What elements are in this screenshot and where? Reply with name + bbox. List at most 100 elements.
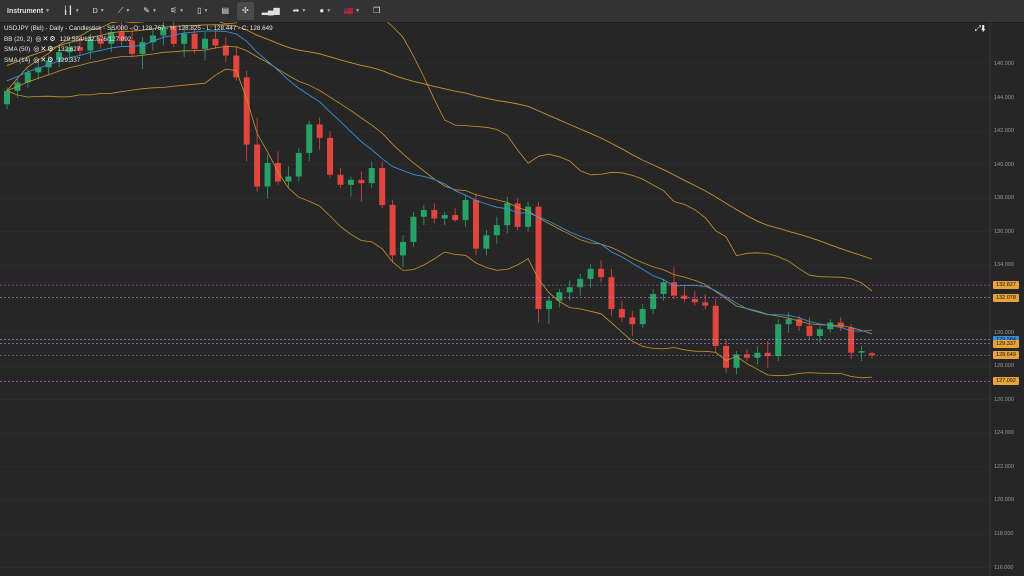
candle (723, 346, 730, 368)
candle (629, 317, 636, 325)
eye-icon[interactable]: ◎ (33, 46, 40, 53)
candle (733, 354, 740, 368)
candle (327, 137, 334, 175)
timeframe-dropdown[interactable]: D ▼ (92, 7, 105, 15)
candle (139, 42, 146, 54)
bar-chart-button[interactable]: ▂▄▆ (257, 2, 285, 20)
candle-type-dropdown[interactable]: ╽┃ ▼ (63, 6, 80, 15)
candle (45, 60, 52, 68)
sma-50-line (6, 24, 873, 260)
share-dropdown[interactable]: ➦ ▼ (292, 6, 307, 15)
bb-upper-line (6, 22, 873, 292)
candle (149, 35, 156, 43)
candle (233, 55, 240, 78)
palette-icon: ● (319, 6, 325, 15)
instrument-dropdown[interactable]: Instrument ▼ (7, 7, 51, 15)
gear-icon[interactable]: ⚙ (47, 56, 54, 64)
candle (181, 33, 188, 44)
candle (389, 204, 396, 256)
close-icon[interactable]: ✕ (40, 46, 47, 53)
gear-icon[interactable]: ⚙ (47, 46, 54, 53)
sma-14-line (6, 30, 873, 332)
candle (816, 329, 823, 336)
y-axis-tick: 130.000 (994, 329, 1014, 336)
candle (483, 235, 490, 249)
candle (358, 179, 365, 184)
candle (410, 216, 417, 242)
candle (598, 268, 605, 278)
candle (222, 45, 229, 56)
indicator-value: 132.627 (57, 46, 81, 53)
y-axis-tick: 140.000 (994, 161, 1014, 168)
eye-icon[interactable]: ◎ (35, 35, 42, 43)
eye-icon[interactable]: ◎ (33, 56, 40, 64)
trash-icon: ▯ (197, 6, 202, 15)
y-axis-tick: 142.000 (994, 128, 1014, 135)
candle (650, 293, 657, 310)
indicator-label: SMA (50) (4, 46, 31, 53)
price-tag: 132.078 (993, 293, 1019, 302)
instrument-info-text: USDJPY (Bid) - Daily - Candlestick - SS/… (4, 25, 273, 32)
fullscreen-icon[interactable]: ⤢⬇ (974, 24, 986, 33)
candle (712, 305, 719, 347)
pencil-dropdown[interactable]: ✎ ▼ (143, 6, 157, 15)
indicator-value: 129.584/132.876/127.092 (59, 35, 132, 43)
candle (337, 174, 344, 185)
candle (76, 47, 83, 51)
bb-lower-line (6, 68, 873, 379)
candle (400, 241, 407, 256)
candle (441, 215, 448, 219)
palette-dropdown[interactable]: ● ▼ (319, 6, 332, 15)
gear-icon[interactable]: ⚙ (49, 35, 56, 43)
y-axis-tick: 136.000 (994, 228, 1014, 235)
candle (525, 206, 532, 227)
candle (869, 353, 875, 356)
candle (202, 38, 209, 49)
candle (379, 168, 386, 205)
y-axis-tick: 126.000 (994, 396, 1014, 403)
price-chart[interactable] (0, 22, 1024, 576)
y-axis-tick: 124.000 (994, 430, 1014, 437)
candle (4, 90, 10, 105)
candle (566, 287, 573, 293)
candle (295, 152, 302, 177)
close-icon[interactable]: ✕ (40, 56, 47, 64)
trash-dropdown[interactable]: ▯ ▼ (197, 6, 209, 15)
candle (56, 52, 63, 61)
candle (587, 268, 594, 279)
candle (848, 327, 855, 353)
candle (347, 179, 354, 185)
candle (431, 210, 438, 219)
language-dropdown[interactable]: ▼ (339, 2, 365, 20)
candle (87, 38, 94, 51)
chart-legend: USDJPY (Bid) - Daily - Candlestick - SS/… (4, 24, 273, 66)
indicator-sma14: SMA (14) ◎ ✕ ⚙ 129.337 (4, 56, 273, 67)
indicator-value: 129.337 (57, 56, 81, 64)
crosshair-icon: ✣ (242, 6, 249, 15)
close-icon[interactable]: ✕ (42, 35, 49, 43)
candle (66, 47, 73, 53)
y-axis-tick: 122.000 (994, 463, 1014, 470)
price-tag: 129.584 (993, 335, 1019, 344)
candle (764, 352, 771, 357)
y-axis-tick: 128.000 (994, 363, 1014, 370)
candle-type-icon: ╽┃ (63, 6, 73, 15)
candle (160, 27, 167, 36)
candle (691, 299, 698, 303)
pencil-icon: ✎ (143, 6, 150, 15)
language-flag-icon (344, 8, 354, 14)
price-tag: 128.649 (993, 351, 1019, 360)
drawing-line-dropdown[interactable]: ⟋ ▼ (117, 6, 131, 15)
crosshair-button[interactable]: ✣ (237, 2, 254, 20)
candle (462, 199, 469, 221)
layout-button[interactable]: ▤ (216, 2, 234, 20)
timeframe-label: D (92, 7, 98, 15)
candle (472, 199, 479, 249)
candle (316, 124, 323, 138)
instrument-info: USDJPY (Bid) - Daily - Candlestick - SS/… (4, 24, 273, 35)
candle (608, 277, 615, 310)
indicator-label: BB (20, 2) (4, 35, 33, 43)
candle (858, 351, 865, 353)
window-button[interactable]: ❐ (368, 2, 385, 20)
indicators-dropdown[interactable]: ⚟ ▼ (169, 6, 185, 15)
